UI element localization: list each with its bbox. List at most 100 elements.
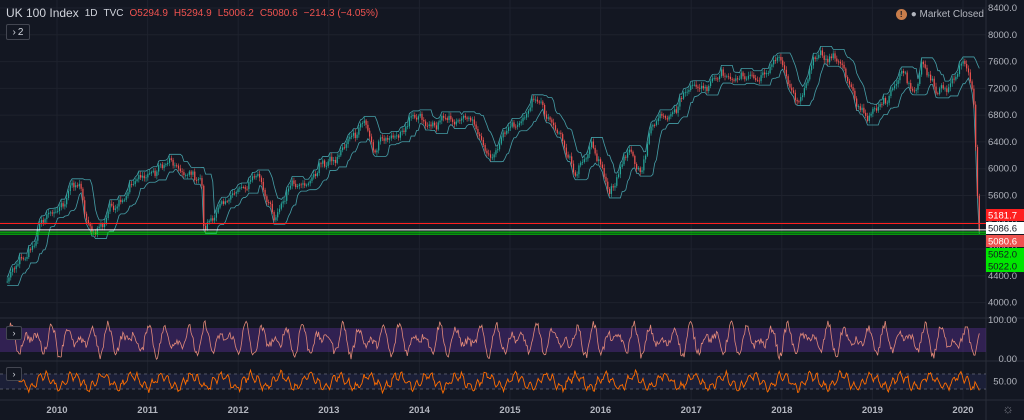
candle-body — [841, 63, 843, 65]
candle-body — [415, 117, 418, 120]
candle-body — [686, 91, 688, 93]
candle-body — [340, 150, 342, 156]
candle-body — [250, 180, 252, 182]
candle-body — [877, 106, 879, 111]
candle-body — [305, 184, 308, 186]
candle-body — [67, 191, 70, 198]
candle-body — [708, 86, 710, 92]
candle-body — [569, 156, 571, 158]
candle-body — [906, 72, 908, 84]
candle-body — [619, 166, 622, 175]
candle-body — [300, 184, 302, 186]
candle-body — [908, 83, 910, 84]
candle-body — [857, 106, 860, 108]
candle-body — [935, 86, 937, 94]
candle-body — [48, 212, 50, 215]
candle-body — [255, 175, 257, 178]
candle-body — [69, 185, 71, 192]
candle-body — [159, 164, 162, 166]
price-tag-label: 5052.0 — [988, 250, 1017, 261]
candle-body — [672, 112, 674, 115]
symbol-name[interactable]: UK 100 Index — [6, 6, 79, 20]
price-tag-label: 5022.0 — [988, 262, 1017, 273]
price-pane[interactable] — [0, 46, 986, 287]
candle-body — [668, 116, 670, 120]
candle-body — [253, 176, 255, 178]
candle-body — [753, 75, 755, 79]
candle-body — [491, 157, 493, 159]
candle-body — [433, 122, 436, 126]
candle-body — [401, 130, 403, 132]
candle-body — [89, 223, 91, 227]
time-tick-label: 2017 — [681, 405, 702, 416]
candle-body — [356, 134, 358, 139]
candle-body — [554, 125, 557, 130]
settings-gear-icon[interactable]: ☼ — [1002, 401, 1014, 416]
oscillator-pane-2[interactable] — [0, 368, 986, 395]
candle-body — [848, 80, 851, 85]
candle-body — [623, 156, 625, 165]
oscillator-pane-1[interactable] — [0, 319, 986, 361]
candle-body — [462, 115, 465, 119]
candle-body — [342, 147, 344, 151]
candle-body — [816, 57, 818, 60]
candle-body — [657, 118, 659, 122]
candle-body — [477, 129, 479, 135]
candle-body — [181, 171, 183, 173]
candle-body — [121, 200, 124, 203]
candle-body — [789, 84, 791, 88]
candle-body — [233, 193, 236, 195]
candle-body — [271, 203, 273, 213]
candle-body — [596, 153, 598, 161]
candle-body — [699, 87, 701, 89]
time-tick-label: 2013 — [318, 405, 339, 416]
candle-body — [179, 168, 181, 172]
candle-body — [774, 60, 777, 61]
interval-label[interactable]: 1D — [84, 7, 98, 19]
candle-body — [78, 183, 80, 187]
candle-body — [183, 172, 185, 176]
candle-body — [645, 155, 647, 160]
candle-body — [143, 175, 145, 179]
candle-body — [693, 84, 695, 86]
source-label: TVC — [103, 7, 124, 19]
candle-body — [911, 88, 914, 91]
candle-body — [226, 201, 228, 203]
candle-body — [718, 76, 721, 80]
candle-body — [506, 130, 508, 134]
market-status[interactable]: ! ● Market Closed — [895, 9, 984, 20]
candle-body — [967, 68, 970, 73]
candle-body — [165, 164, 167, 166]
candle-body — [385, 138, 387, 141]
candle-body — [897, 80, 899, 85]
upper-channel-line — [6, 46, 980, 278]
candle-body — [57, 211, 59, 212]
candle-body — [76, 185, 79, 187]
candle-body — [608, 188, 611, 194]
time-axis[interactable]: 2010 2011 2012 2013 2014 2015 2016 2017 2018 2019… — [46, 405, 973, 416]
candle-body — [883, 98, 885, 105]
candle-body — [567, 154, 569, 158]
candle-body — [186, 174, 189, 176]
candle-body — [206, 222, 208, 230]
price-tag-bg — [986, 260, 1024, 272]
pane-2-toggle-button[interactable]: › — [6, 367, 22, 381]
candle-body — [902, 70, 905, 73]
candle-body — [922, 61, 925, 65]
candle-body — [251, 176, 254, 181]
candle-body — [679, 98, 681, 107]
candle-body — [257, 174, 259, 176]
pane-1-toggle-button[interactable]: › — [6, 326, 22, 340]
candle-body — [147, 173, 149, 178]
chevron-right-icon: › — [12, 328, 16, 338]
candle-body — [19, 257, 21, 265]
candle-body — [327, 161, 329, 166]
candle-body — [293, 180, 295, 184]
candle-body — [360, 123, 362, 128]
indicators-collapse-button[interactable]: › 2 — [6, 24, 30, 40]
candle-body — [594, 147, 596, 154]
candle-body — [614, 185, 616, 188]
candle-body — [872, 108, 874, 114]
candle-body — [500, 137, 502, 144]
